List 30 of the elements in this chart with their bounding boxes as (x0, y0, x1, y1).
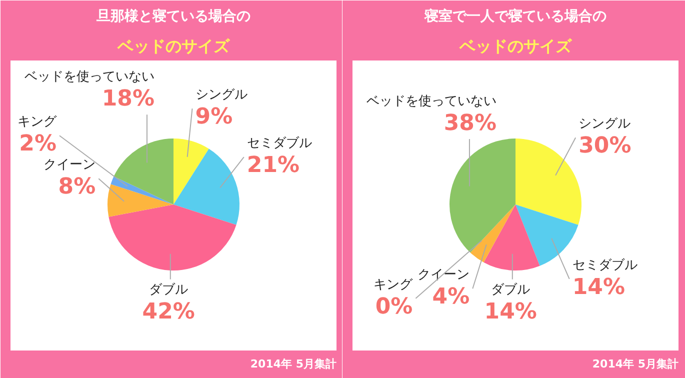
category-label: キング (374, 277, 413, 292)
data-label: 18% (102, 86, 155, 112)
data-label: 30% (578, 134, 632, 159)
slice-label: キング (18, 114, 58, 130)
data-label: 14% (572, 274, 626, 300)
data-label: 9% (195, 104, 233, 130)
slice-label: セミダブル (246, 136, 312, 152)
slice-label: セミダブル (572, 258, 638, 273)
slice-label: ベッドを使っていない (24, 70, 154, 85)
data-label: 2% (19, 132, 57, 157)
slice-label: ベッドを使っていない (366, 94, 496, 110)
slice-label: クイーン (44, 158, 96, 173)
slice-label: ダブル (491, 282, 530, 298)
data-label: 8% (58, 174, 96, 200)
chart-subtitle: ベッドのサイズ (458, 36, 572, 56)
data-label: 4% (432, 284, 470, 310)
text: 0% (375, 294, 413, 320)
data-label: 14% (484, 299, 537, 324)
data-label: 38% (444, 111, 497, 136)
text: 2014年 5月集計 (592, 358, 679, 370)
slice-label: ダブル (149, 282, 188, 298)
data-label: 42% (142, 299, 195, 324)
chart-title: 寝室で一人で寝ている場合の (424, 8, 606, 24)
data-label: 21% (246, 153, 300, 178)
text: 2014年 5月集計 (250, 358, 337, 370)
slice-label: クイーン (418, 268, 470, 283)
slice-label: シングル (195, 88, 248, 103)
slice-label: シングル (578, 116, 631, 132)
chart-subtitle: ベッドのサイズ (116, 36, 230, 56)
chart-title: 旦那様と寝ている場合の (96, 8, 250, 24)
